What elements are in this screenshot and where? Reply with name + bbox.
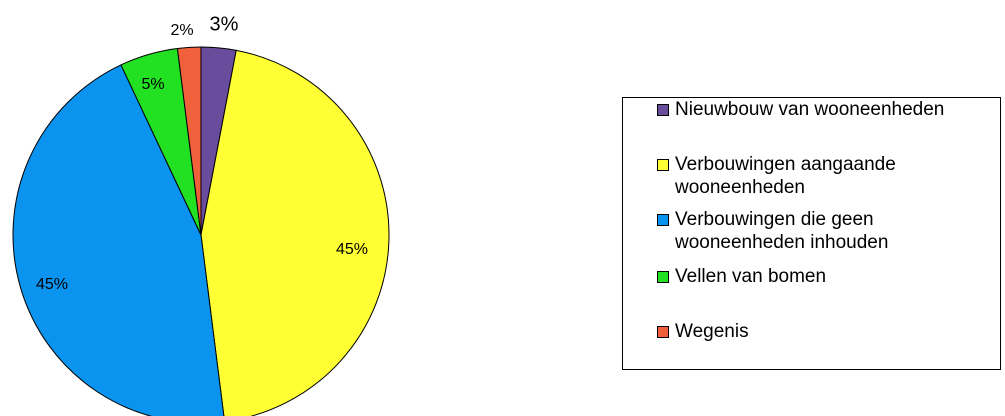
data-label: 45% bbox=[336, 241, 368, 258]
legend-label: Wegenis bbox=[675, 321, 749, 342]
legend-swatch bbox=[657, 159, 669, 171]
legend-swatch bbox=[657, 326, 669, 338]
data-label: 5% bbox=[141, 76, 164, 93]
pie-slice bbox=[12, 64, 225, 416]
pie-slice bbox=[176, 46, 202, 236]
legend-label: Verbouwingen aangaande wooneenheden bbox=[675, 154, 896, 198]
legend: Nieuwbouw van wooneenheden Verbouwingen a… bbox=[622, 97, 1001, 370]
legend-swatch bbox=[657, 271, 669, 283]
data-label: 45% bbox=[36, 276, 68, 293]
data-label: 2% bbox=[170, 22, 193, 39]
legend-label: Nieuwbouw van wooneenheden bbox=[675, 99, 945, 120]
legend-label: Vellen van bomen bbox=[675, 266, 827, 287]
legend-swatch bbox=[657, 104, 669, 116]
legend-label: Verbouwingen die geen wooneenheden inhou… bbox=[675, 209, 889, 253]
data-label: 3% bbox=[210, 13, 239, 35]
legend-swatch bbox=[657, 214, 669, 226]
pie-slice bbox=[200, 49, 390, 416]
